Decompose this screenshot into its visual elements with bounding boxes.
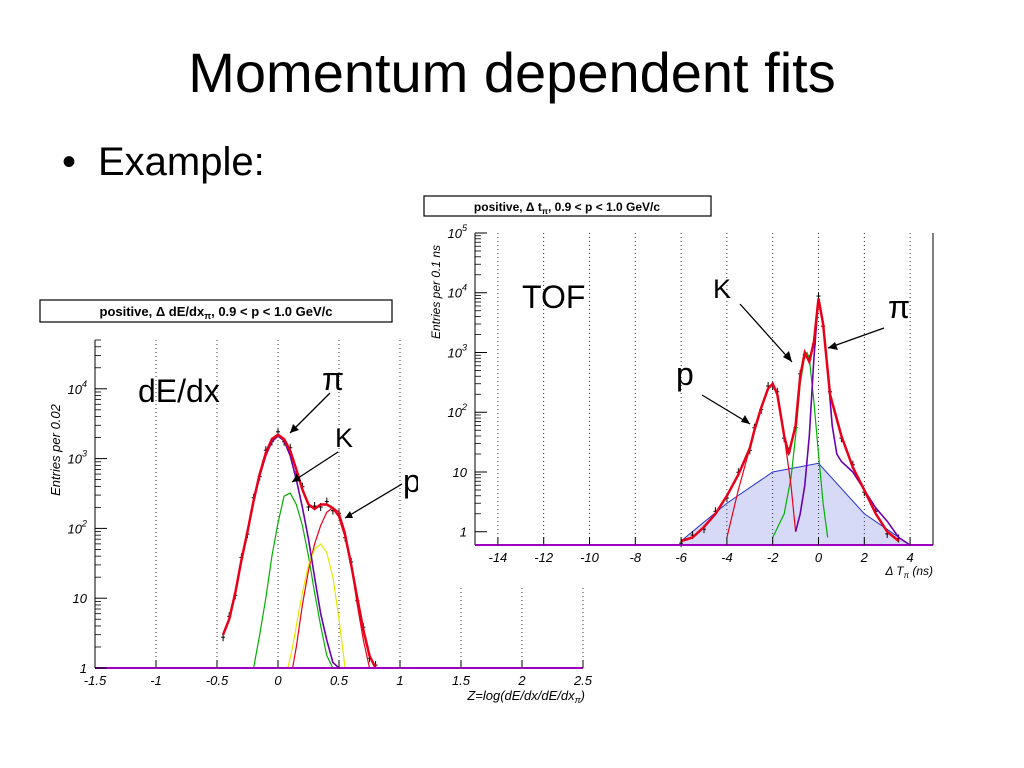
x-tick-label: -0.5 bbox=[206, 673, 229, 688]
x-tick-label: 1.5 bbox=[452, 673, 471, 688]
x-tick-label: 0 bbox=[815, 550, 823, 565]
dedx-label: dE/dx bbox=[138, 373, 220, 409]
x-tick-label: -8 bbox=[630, 550, 642, 565]
x-tick-label: -12 bbox=[534, 550, 554, 565]
tof-ylabel: Entries per 0.1 ns bbox=[429, 245, 443, 339]
slide-title: Momentum dependent fits bbox=[188, 41, 836, 104]
x-tick-label: -1 bbox=[150, 673, 162, 688]
x-tick-label: 4 bbox=[906, 550, 913, 565]
x-tick-label: -2 bbox=[767, 550, 779, 565]
tof-pion-label: π bbox=[888, 289, 910, 325]
dedx-proton-arrow bbox=[344, 483, 403, 519]
y-tick-label: 10 bbox=[73, 591, 88, 606]
dedx-kaon-arrow bbox=[291, 451, 339, 483]
y-tick-label: 103 bbox=[68, 449, 87, 467]
y-tick-label: 104 bbox=[68, 379, 87, 397]
tof-pion-arrow bbox=[827, 327, 885, 349]
y-tick-label: 1 bbox=[460, 525, 467, 540]
x-tick-label: -4 bbox=[721, 550, 733, 565]
total-fit-curve bbox=[680, 298, 900, 543]
dedx-kaon-label: K bbox=[335, 423, 353, 453]
bullet-item: • Example: bbox=[62, 137, 265, 187]
tof-proton-label: p bbox=[676, 356, 694, 392]
y-tick-label: 10 bbox=[453, 465, 468, 480]
tof-xlabel: Δ Tπ (ns) bbox=[884, 564, 933, 580]
x-tick-label: 1 bbox=[396, 673, 403, 688]
y-tick-label: 1 bbox=[80, 661, 87, 676]
tof-label: TOF bbox=[522, 279, 585, 315]
x-tick-label: 2 bbox=[517, 673, 526, 688]
dedx-proton-label: p bbox=[403, 463, 421, 499]
tof-title-box: positive, Δ tπ, 0.9 < p < 1.0 GeV/c bbox=[423, 195, 712, 217]
y-tick-label: 102 bbox=[68, 518, 87, 536]
dedx-title-box: positive, Δ dE/dxπ, 0.9 < p < 1.0 GeV/c bbox=[39, 299, 393, 323]
x-tick-label: 0.5 bbox=[330, 673, 349, 688]
tof-proton-arrow bbox=[701, 394, 751, 425]
bullet-text: Example: bbox=[98, 140, 265, 184]
tof-kaon-label: K bbox=[713, 274, 731, 304]
x-tick-label: 2 bbox=[860, 550, 869, 565]
dedx-title: positive, Δ dE/dxπ, 0.9 < p < 1.0 GeV/c bbox=[100, 304, 333, 321]
x-tick-label: -6 bbox=[675, 550, 687, 565]
dedx-pion-label: π bbox=[322, 361, 344, 397]
dedx-ylabel: Entries per 0.02 bbox=[48, 403, 63, 496]
tof-title: positive, Δ tπ, 0.9 < p < 1.0 GeV/c bbox=[474, 200, 660, 216]
x-tick-label: 2.5 bbox=[573, 673, 593, 688]
dedx-xlabel: Z=log(dE/dx/dE/dxπ) bbox=[466, 688, 585, 705]
kaon-fit-curve bbox=[253, 492, 334, 669]
x-tick-label: -10 bbox=[580, 550, 600, 565]
x-tick-label: 0 bbox=[274, 673, 282, 688]
x-tick-label: -1.5 bbox=[84, 673, 107, 688]
proton2-fit-curve bbox=[287, 543, 346, 669]
tof-kaon-arrow bbox=[739, 303, 793, 363]
x-tick-label: -14 bbox=[489, 550, 508, 565]
pion-fit-curve bbox=[794, 298, 911, 546]
dedx-pion-arrow bbox=[289, 392, 331, 434]
bullet-dot: • bbox=[62, 140, 77, 184]
